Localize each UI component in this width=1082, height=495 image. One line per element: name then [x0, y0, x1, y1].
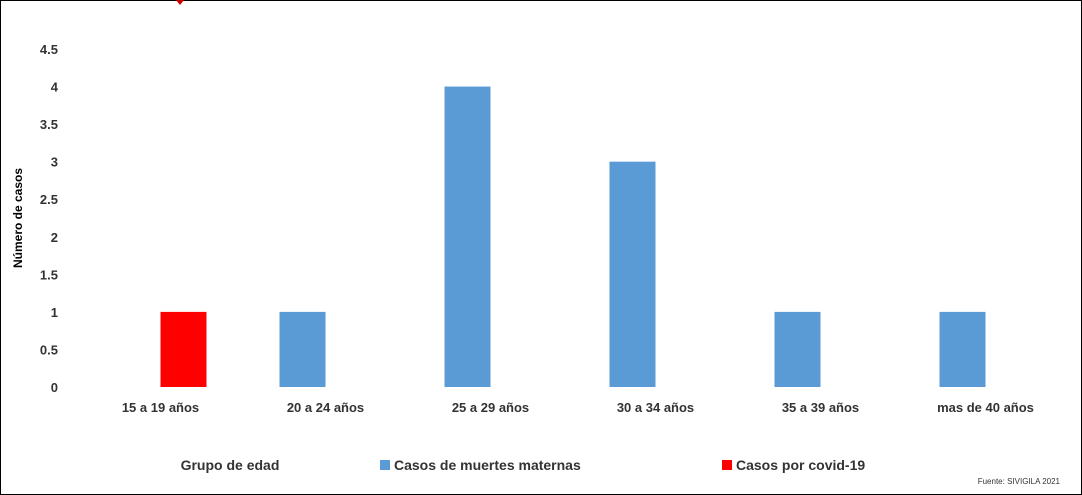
- y-tick-label: 4: [51, 80, 59, 95]
- y-tick-label: 0.5: [40, 342, 58, 357]
- legend-swatch: [380, 460, 390, 470]
- x-tick-label: 15 a 19 años: [122, 400, 199, 415]
- x-tick-label: 20 a 24 años: [287, 400, 364, 415]
- y-tick-label: 2: [51, 230, 58, 245]
- x-tick-label: 30 a 34 años: [617, 400, 694, 415]
- y-axis-label: Número de casos: [11, 168, 25, 268]
- y-tick-label: 1: [51, 305, 58, 320]
- bar: [444, 86, 491, 388]
- y-tick-label: 4.5: [40, 42, 58, 57]
- y-axis-ticks: 0 0.5 1 1.5 2 2.5 3 3.5 4 4.5: [40, 42, 59, 395]
- bar: [774, 311, 821, 387]
- y-tick-label: 3.5: [40, 117, 58, 132]
- x-tick-label: 25 a 29 años: [452, 400, 529, 415]
- bars: [160, 86, 986, 388]
- source-note: Fuente: SIVIGILA 2021: [978, 477, 1061, 486]
- bar: [160, 311, 207, 387]
- y-tick-label: 1.5: [40, 267, 58, 282]
- legend-label: Casos por covid-19: [736, 457, 865, 473]
- y-tick-label: 3: [51, 155, 58, 170]
- y-tick-label: 2.5: [40, 192, 58, 207]
- bar: [279, 311, 326, 387]
- legend-label: Casos de muertes maternas: [394, 457, 581, 473]
- legend-group-title: Grupo de edad: [181, 457, 280, 473]
- x-tick-label: 35 a 39 años: [782, 400, 859, 415]
- legend-swatch: [722, 460, 732, 470]
- marker-arrow-icon: [176, 0, 184, 5]
- bar: [609, 161, 656, 387]
- x-axis-ticks: 15 a 19 años 20 a 24 años 25 a 29 años 30 a…: [122, 400, 1034, 415]
- bar: [939, 311, 986, 387]
- y-tick-label: 0: [51, 380, 58, 395]
- legend: Casos de muertes maternas Casos por covid…: [380, 457, 865, 473]
- x-tick-label: mas de 40 años: [937, 400, 1034, 415]
